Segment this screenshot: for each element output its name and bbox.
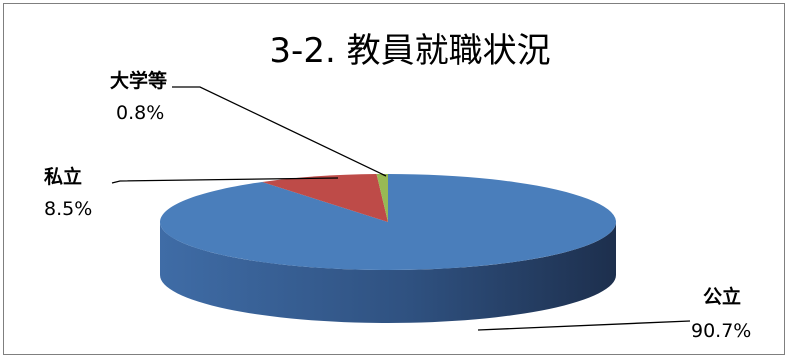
leader-line-koritsu [477, 320, 691, 331]
slice-label-koritsu: 公立 [703, 285, 741, 308]
leader-line-daigakuto [172, 86, 387, 177]
slice-value-koritsu: 90.7% [691, 320, 751, 342]
leader-lines [111, 86, 691, 331]
pie-wall-koritsu [160, 222, 616, 323]
slice-label-shiritsu: 私立 [44, 165, 82, 188]
pie-top-face [160, 174, 617, 271]
slice-label-daigakuto: 大学等 [110, 69, 167, 92]
slice-value-daigakuto: 0.8% [116, 102, 164, 124]
slice-value-shiritsu: 8.5% [44, 198, 92, 220]
leader-line-shiritsu [111, 177, 339, 184]
pie-slice-shiritsu [262, 174, 388, 222]
pie-slice-koritsu [160, 174, 617, 271]
chart-title: 3-2. 教員就職状況 [269, 31, 550, 71]
pie-slice-daigakuto [376, 174, 388, 222]
pie-side-wall [160, 222, 616, 323]
